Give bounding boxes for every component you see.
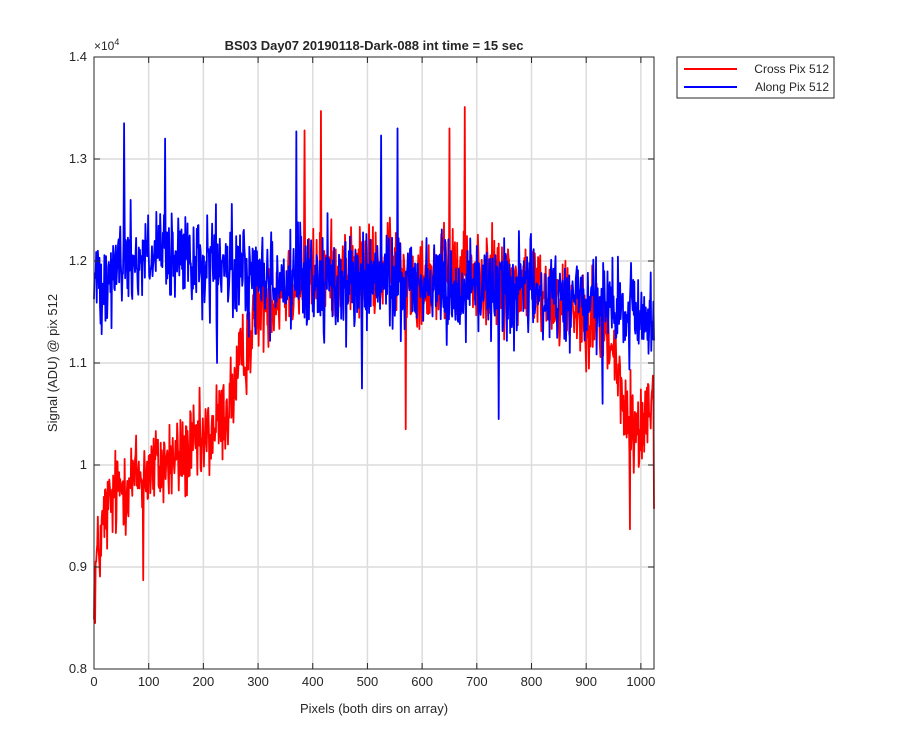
legend-label-along: Along Pix 512 — [755, 80, 829, 94]
x-tick-label: 800 — [521, 674, 543, 689]
x-axis-label: Pixels (both dirs on array) — [300, 701, 448, 716]
x-tick-label: 900 — [575, 674, 597, 689]
x-tick-label: 300 — [247, 674, 269, 689]
x-tick-label: 100 — [138, 674, 160, 689]
y-tick-label: 1.2 — [69, 253, 87, 268]
y-tick-label: 1.4 — [69, 49, 87, 64]
y-tick-label: 1 — [80, 457, 87, 472]
x-tick-label: 1000 — [626, 674, 655, 689]
x-tick-label: 500 — [357, 674, 379, 689]
x-tick-label: 400 — [302, 674, 324, 689]
y-tick-label: 1.3 — [69, 151, 87, 166]
exponent-base: ×10 — [94, 39, 115, 53]
series-line-along-pix-512 — [93, 122, 655, 421]
x-tick-label: 700 — [466, 674, 488, 689]
axis-ticks: 0 100 200 300 400 500 600 700 800 900 1000 0.8 0.9 1 1… — [69, 49, 655, 689]
series-layer — [93, 106, 655, 624]
x-tick-label: 600 — [411, 674, 433, 689]
chart-title: BS03 Day07 20190118-Dark-088 int time = … — [225, 38, 524, 53]
exponent-power: 4 — [114, 37, 119, 47]
y-tick-label: 1.1 — [69, 355, 87, 370]
legend-box — [676, 56, 835, 99]
x-tick-label: 0 — [90, 674, 97, 689]
x-tick-label: 200 — [193, 674, 215, 689]
y-axis-exponent: ×104 — [94, 37, 119, 53]
y-tick-label: 0.8 — [69, 661, 87, 676]
y-axis-label: Signal (ADU) @ pix 512 — [45, 294, 60, 432]
legend: Cross Pix 512 Along Pix 512 — [676, 56, 835, 99]
y-tick-label: 0.9 — [69, 559, 87, 574]
legend-label-cross: Cross Pix 512 — [754, 62, 829, 76]
grid-lines — [94, 57, 654, 669]
